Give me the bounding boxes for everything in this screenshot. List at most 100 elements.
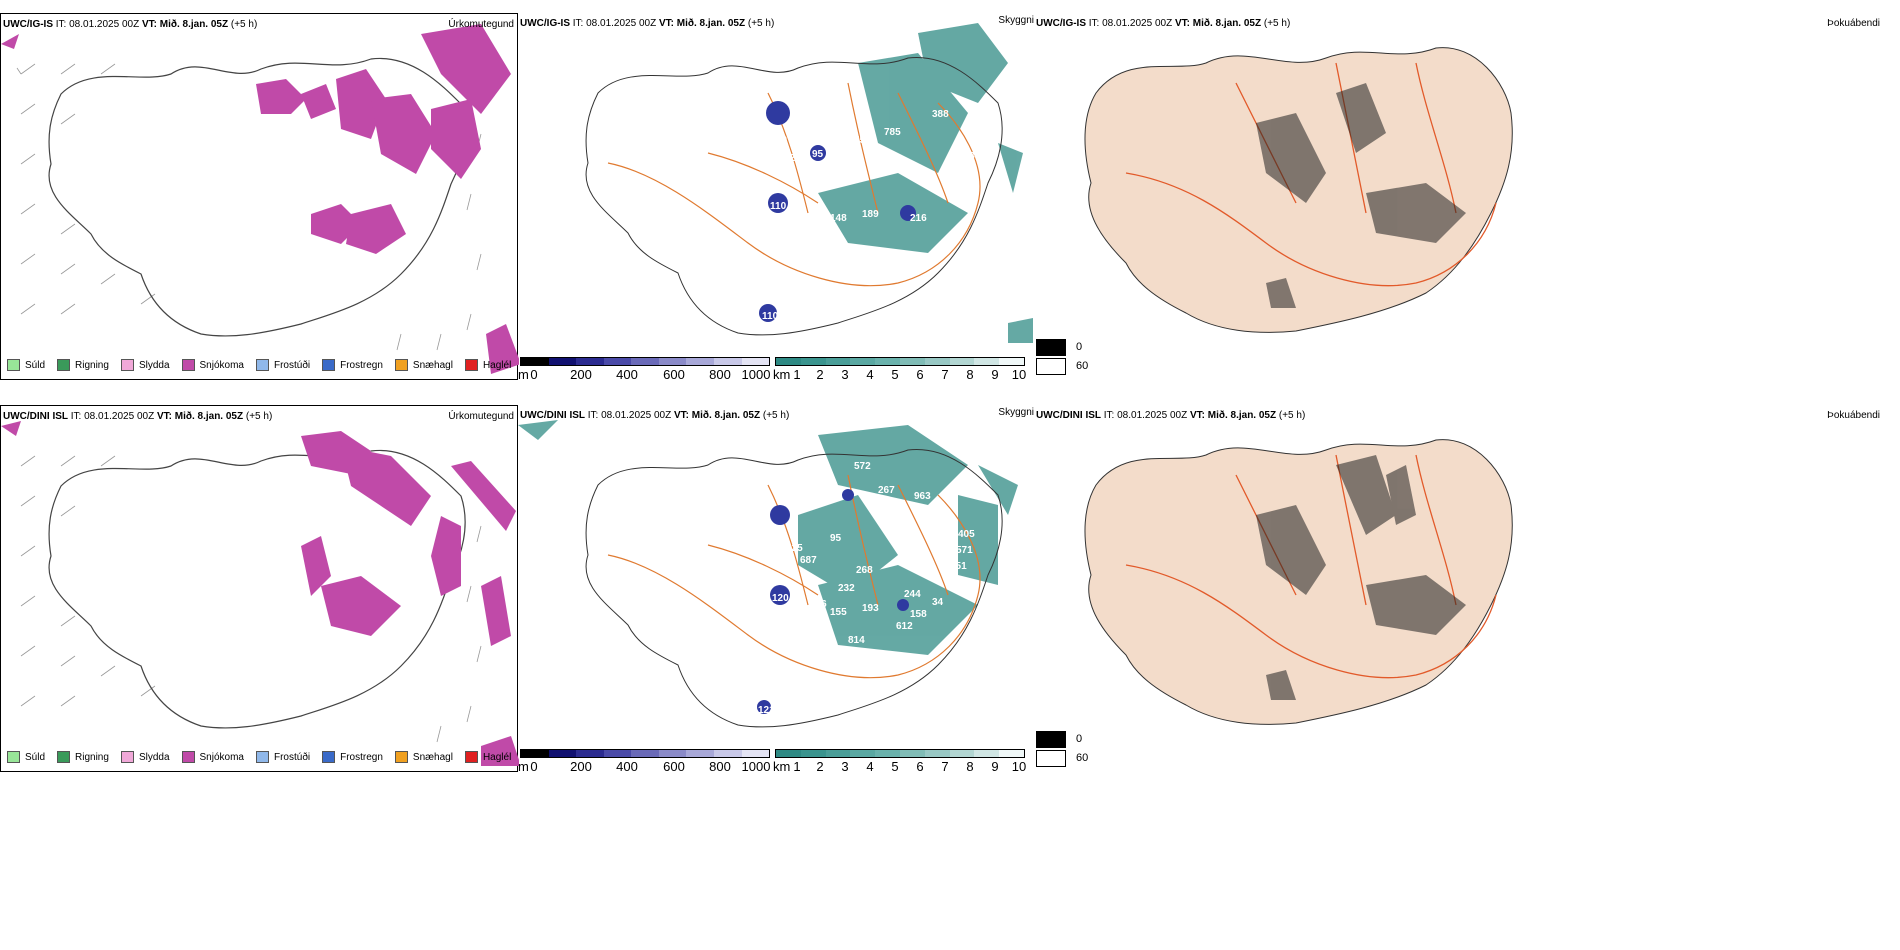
legend-item: Frostúði [255, 359, 310, 371]
legend-item: Frostúði [255, 751, 310, 763]
visibility-unit: km [773, 759, 791, 774]
vis-label: 158 [910, 609, 927, 620]
tick-label: 7 [941, 367, 949, 382]
vis-label: 558 [838, 165, 855, 176]
vis-label: 155 [830, 607, 847, 618]
precip-legend: Súld Rigning Slydda Snjókoma Frostúði Fr… [7, 359, 523, 371]
tick-label: 10 [1011, 367, 1027, 382]
tick-label: 2 [816, 759, 824, 774]
altitude-spots [757, 489, 909, 714]
visibility-colorbar: km 1 2 3 4 5 6 7 8 9 10 [773, 357, 1027, 383]
fog-panel-top: 0 60 UWC/IG-IS IT: 08.01.2025 00Z VT: Mi… [1036, 13, 1900, 380]
altitude-colorbar: m 0 200 400 600 800 1000 [518, 357, 770, 383]
vis-label: 110 [770, 201, 787, 212]
iceland-outline [48, 57, 466, 337]
legend-item: Slydda [120, 751, 170, 763]
vis-label: 388 [932, 109, 949, 120]
tick-label: 7 [941, 759, 949, 774]
vis-label: 748 [930, 513, 947, 524]
vis-label: 189 [862, 209, 879, 220]
vis-label: 268 [856, 565, 873, 576]
legend-item: Snæhagl [394, 359, 453, 371]
vis-label: 270 [888, 511, 905, 522]
visibility-title: Skyggni [998, 407, 1034, 418]
legend-item: Snæhagl [394, 751, 453, 763]
vis-label: 12 [784, 153, 796, 164]
tick-label: 600 [663, 759, 685, 774]
fog-low-label: 0 [1076, 341, 1083, 353]
visibility-labels: 572 267 963 270 748 405 571 751 225 687 … [758, 461, 975, 716]
fog-threshold-legend: 0 60 [1036, 731, 1106, 771]
fog-threshold-legend: 0 60 [1036, 339, 1106, 379]
tick-label: 1 [793, 759, 801, 774]
panel-title: UWC/IG-IS IT: 08.01.2025 00Z VT: Mið. 8.… [3, 19, 258, 30]
vis-label: 121 [758, 705, 775, 716]
vis-label: 572 [854, 461, 871, 472]
panel-title: UWC/DINI ISL IT: 08.01.2025 00Z VT: Mið.… [1036, 410, 1306, 421]
legend-item: Frostregn [322, 751, 383, 763]
tick-label: 400 [616, 367, 638, 382]
vis-label: 785 [884, 127, 901, 138]
tick-label: 5 [891, 759, 899, 774]
vis-label: 120 [772, 593, 789, 604]
visibility-map-top: 331 241 47 558 785 388 448 20 12 95 558 … [585, 23, 1033, 343]
legend-item: Slydda [120, 359, 170, 371]
visibility-colorbar: km 1 2 3 4 5 6 7 8 9 10 [773, 749, 1027, 775]
precip-panel-top: UWC/IG-IS IT: 08.01.2025 00Z VT: Mið. 8.… [0, 13, 519, 380]
vis-label: 687 [800, 555, 817, 566]
iceland-outline [585, 448, 1003, 728]
wind-barbs [16, 63, 482, 351]
visibility-panel-bottom: 572 267 963 270 748 405 571 751 225 687 … [518, 405, 1036, 775]
vis-label: 225 [786, 543, 803, 554]
tick-label: 9 [991, 759, 999, 774]
vis-label: 558 [854, 135, 871, 146]
fog-panel-bottom: 0 60 UWC/DINI ISL IT: 08.01.2025 00Z VT:… [1036, 405, 1900, 772]
tick-label: 3 [841, 759, 849, 774]
altitude-spots [759, 101, 916, 322]
vis-label: 571 [956, 545, 973, 556]
snow-areas [1, 24, 519, 374]
legend-item: Snjókoma [181, 359, 244, 371]
legend-item: Súld [7, 359, 45, 371]
tick-label: 200 [570, 367, 592, 382]
vis-label: 34 [932, 597, 944, 608]
tick-label: 9 [991, 367, 999, 382]
low-visibility-areas [518, 420, 1018, 655]
visibility-map-bottom: 572 267 963 270 748 405 571 751 225 687 … [518, 420, 1018, 728]
panel-title: UWC/DINI ISL IT: 08.01.2025 00Z VT: Mið.… [520, 410, 790, 421]
vis-label: 612 [896, 621, 913, 632]
visibility-labels: 331 241 47 558 785 388 448 20 12 95 558 … [762, 87, 975, 322]
tick-label: 400 [616, 759, 638, 774]
low-visibility-areas [818, 23, 1033, 343]
vis-label: 241 [814, 89, 831, 100]
precip-type-title: Úrkomutegund [448, 411, 514, 422]
tick-label: 10 [1011, 759, 1027, 774]
vis-label: 20 [776, 135, 788, 146]
tick-label: 1000 [741, 759, 771, 774]
tick-label: 6 [916, 759, 924, 774]
vis-label: 148 [830, 213, 847, 224]
vis-label: 256 [810, 599, 827, 610]
vis-label: 267 [878, 485, 895, 496]
tick-label: 0 [530, 367, 538, 382]
road-network [607, 82, 981, 287]
tick-label: 1 [793, 367, 801, 382]
precip-map-bottom [1, 421, 519, 766]
vis-label: 963 [914, 491, 931, 502]
fog-title: Þokuábendi [1827, 18, 1880, 29]
legend-item: Snjókoma [181, 751, 244, 763]
altitude-unit: m [518, 759, 529, 774]
visibility-panel-top: 331 241 47 558 785 388 448 20 12 95 558 … [518, 13, 1036, 383]
tick-label: 4 [866, 759, 874, 774]
vis-label: 216 [910, 213, 927, 224]
altitude-unit: m [518, 367, 529, 382]
vis-label: 405 [958, 529, 975, 540]
legend-item: Rigning [57, 359, 109, 371]
fog-map-bottom [1084, 439, 1513, 725]
precip-map-top [1, 24, 519, 374]
fog-low-label: 0 [1076, 733, 1083, 745]
tick-label: 8 [966, 367, 974, 382]
tick-label: 0 [530, 759, 538, 774]
vis-label: 95 [830, 533, 842, 544]
iceland-outline [585, 56, 1003, 336]
